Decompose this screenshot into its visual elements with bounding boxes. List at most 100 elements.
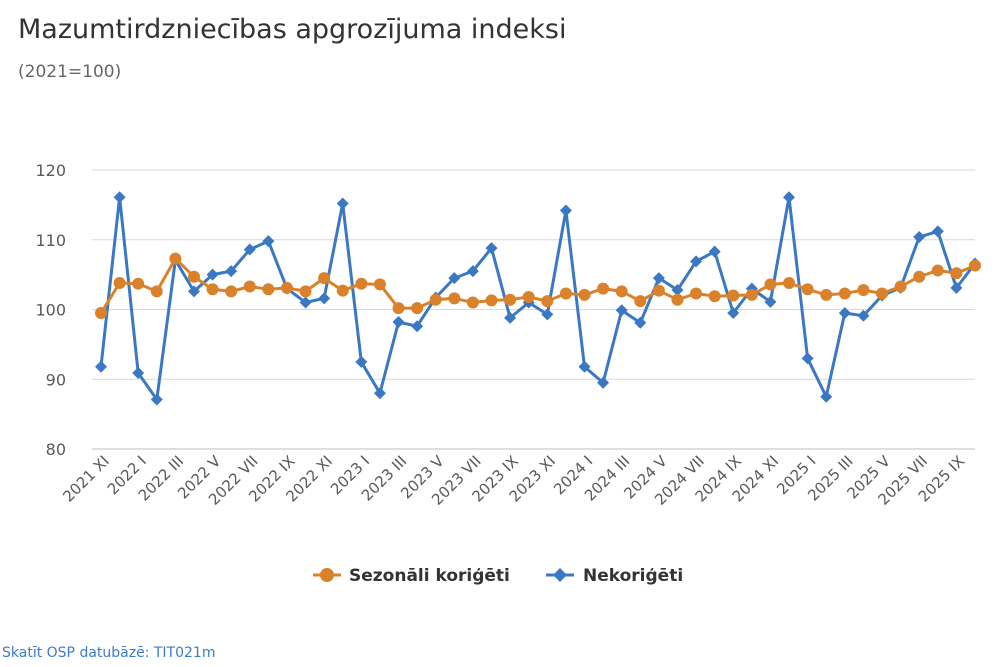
data-point [392,302,405,315]
data-point [373,278,386,291]
data-point [783,276,796,289]
data-point [820,390,833,403]
data-point [466,265,479,278]
grid-layer [92,169,975,450]
data-point [504,293,517,306]
data-point [708,290,721,303]
data-point [150,285,163,298]
data-point [225,285,238,298]
database-link[interactable]: Skatīt OSP datubāzē: TIT021m [2,645,216,661]
data-point [187,285,200,298]
data-point [336,197,349,210]
data-point [838,287,851,300]
data-point [764,278,777,291]
data-point [448,272,461,285]
x-tick-label: 2021 XI [59,452,112,505]
data-point [950,267,963,280]
y-tick-label: 80 [46,440,66,459]
data-point [206,283,219,296]
data-point [652,284,665,297]
legend-label: Sezonāli koriģēti [349,566,510,586]
data-point [913,230,926,243]
data-point [597,282,610,295]
data-point [318,272,331,285]
data-point [820,288,833,301]
y-tick-label: 120 [35,161,66,180]
data-point [578,360,591,373]
data-point [206,268,219,281]
data-point [950,281,963,294]
data-point [615,304,628,317]
data-point [299,285,312,298]
data-point [857,309,870,322]
data-point [876,287,889,300]
data-point [727,289,740,302]
data-point [894,280,907,293]
data-point [187,270,200,283]
legend-marker [320,568,334,582]
chart-title: Mazumtirdzniecības apgrozījuma indeksi [18,14,567,45]
data-point [392,316,405,329]
data-point [652,272,665,285]
data-point [559,204,572,217]
data-point [559,287,572,300]
data-point [727,306,740,319]
data-point [857,283,870,296]
data-point [355,355,368,368]
data-point [132,277,145,290]
data-point [485,242,498,255]
data-point [262,283,275,296]
data-point [95,360,107,373]
data-point [671,283,684,296]
data-point [336,284,349,297]
data-point [541,295,554,308]
data-point [485,294,498,307]
y-tick-label: 100 [35,301,66,320]
data-point [541,308,554,321]
data-point [373,387,386,400]
data-point [243,243,256,256]
data-point [764,295,777,308]
data-point [113,191,126,204]
data-point [522,290,535,303]
data-point [448,292,461,305]
data-point [931,225,944,238]
data-point [262,235,275,248]
data-point [243,280,256,293]
data-point [150,393,163,406]
series-layer [95,191,981,406]
data-point [169,252,182,265]
data-point [745,288,758,301]
data-point [95,306,107,319]
data-point [671,293,684,306]
data-point [801,352,814,365]
data-point [225,265,238,278]
data-point [913,270,926,283]
data-point [690,255,703,268]
data-point [429,293,442,306]
data-point [931,264,944,277]
data-point [969,259,981,272]
series-line [99,195,977,401]
data-point [411,302,424,315]
data-point [690,287,703,300]
data-point [615,285,628,298]
data-point [634,295,647,308]
data-point [411,320,424,333]
data-point [504,311,517,324]
y-tick-label: 90 [46,370,66,389]
data-point [634,316,647,329]
data-point [280,281,293,294]
data-point [708,245,721,258]
data-point [318,292,331,305]
data-point [132,366,145,379]
data-point [801,283,814,296]
y-tick-label: 110 [35,231,66,250]
data-point [466,296,479,309]
data-point [113,276,126,289]
data-point [299,296,312,309]
chart-subtitle: (2021=100) [18,62,122,82]
data-point [783,191,796,204]
